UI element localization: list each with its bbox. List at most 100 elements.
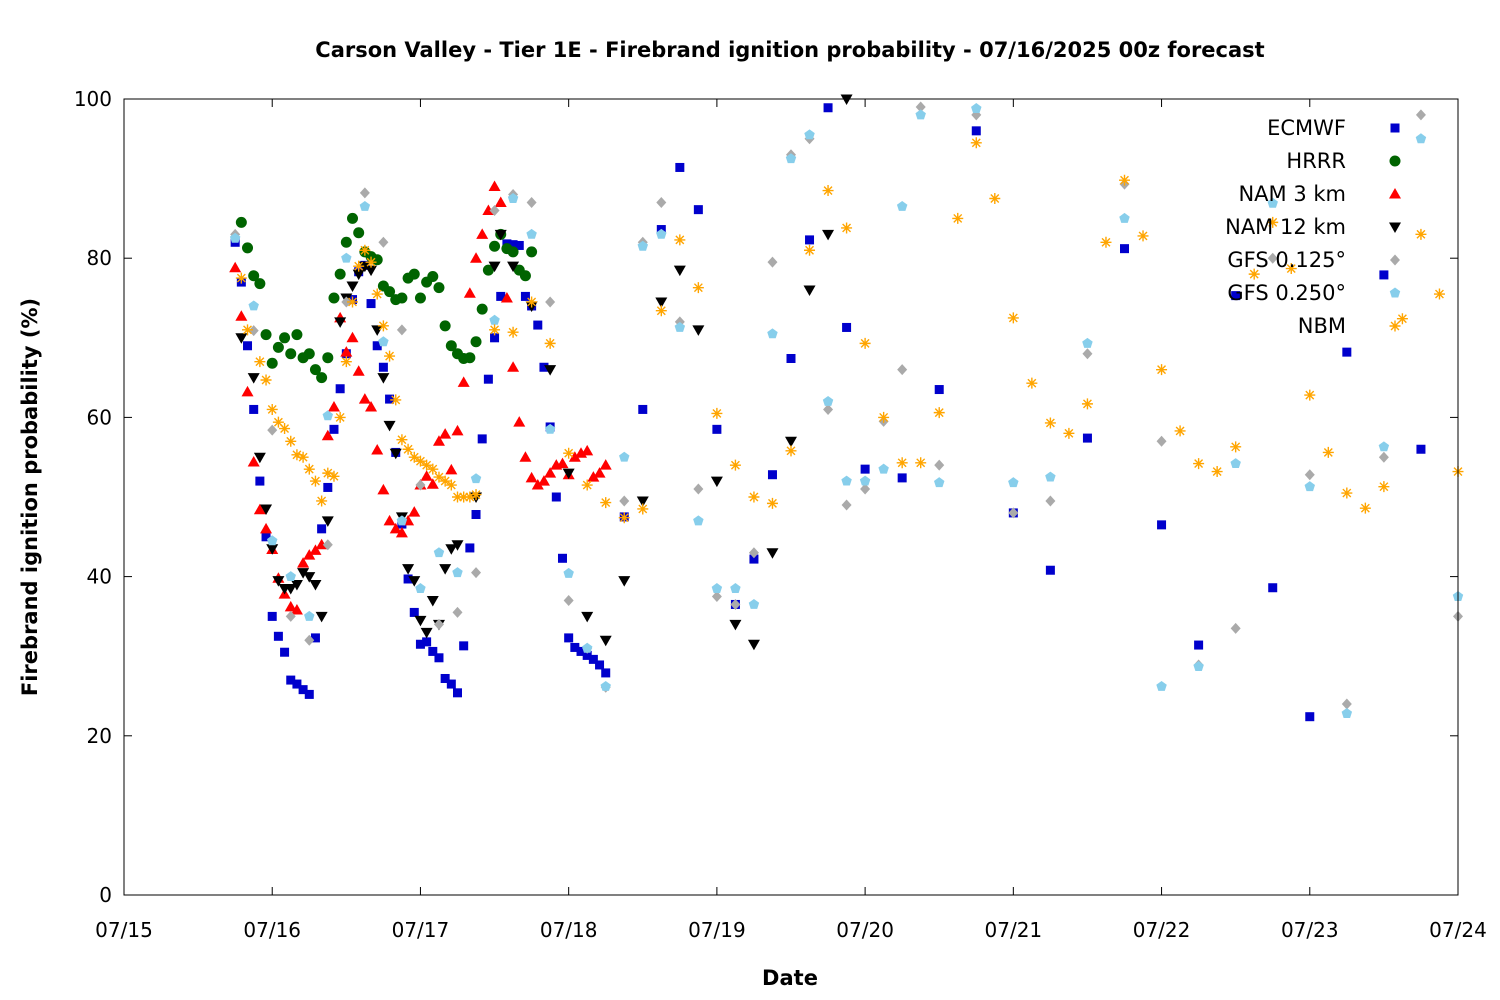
data-point [434,653,444,663]
y-tick-label: 0 [99,883,112,907]
data-point [346,281,359,293]
data-point [1174,425,1186,437]
data-point [637,240,649,251]
data-point [323,482,333,492]
data-point [229,232,241,243]
data-point [805,235,815,245]
data-point [471,567,482,579]
data-point [841,222,853,234]
plot-frame [123,98,1459,896]
data-point [786,353,796,363]
data-point [409,607,419,617]
data-point [767,256,778,268]
data-point [1008,477,1019,488]
data-point [1230,441,1242,453]
legend-marker [1389,188,1401,199]
data-point [465,543,475,553]
y-axis-title: Firebrand ignition probability (%) [18,298,42,696]
legend-marker [1389,320,1401,332]
x-tick-label: 07/22 [1133,918,1191,942]
data-point [1007,312,1019,324]
data-point [544,423,556,434]
data-point [489,240,501,252]
data-point [446,679,456,689]
data-point [674,321,686,332]
x-tick-label: 07/23 [1281,918,1339,942]
data-point [859,475,871,486]
data-point [358,261,371,273]
data-point [581,444,594,456]
data-point [383,420,396,432]
data-point [285,610,296,622]
data-point [421,459,433,471]
data-point [859,337,871,349]
data-point [507,246,519,258]
data-point [253,452,266,464]
data-point [989,193,1001,204]
data-point [693,515,704,526]
data-point [1341,708,1353,718]
data-point [1248,268,1260,280]
data-point [328,292,340,304]
data-point [272,416,284,428]
data-point [235,333,248,344]
data-point [402,443,414,455]
data-point [297,568,310,579]
data-point [408,268,420,280]
data-point [531,479,544,490]
y-tick-label: 80 [87,246,112,270]
data-point [822,185,834,197]
data-point [389,522,402,534]
data-point [748,547,759,559]
data-point [655,305,667,317]
data-point [459,641,469,651]
data-point [563,447,575,459]
data-point [595,660,605,670]
data-point [971,126,981,136]
data-point [316,495,328,507]
legend: ECMWF HRRR NAM 3 km NAM 12 km GFS 0.125° GFS … [1225,116,1401,338]
data-point [297,557,310,568]
data-point [656,196,667,208]
data-point [359,244,371,256]
data-point [971,103,982,113]
data-point [285,571,296,582]
data-point [1304,389,1316,401]
data-point [389,448,402,460]
data-point [599,459,612,470]
data-point [353,227,365,239]
data-point [496,291,506,301]
data-point [390,394,402,406]
data-point [507,361,520,372]
data-point [470,252,483,263]
data-point [693,483,704,495]
data-point [526,196,537,208]
axis-ticks: 07/15 07/16 07/17 07/18 07/19 07/20 07/21 07/22… [74,87,1487,942]
data-point [422,637,432,647]
data-point [519,270,531,282]
data-point [766,548,779,559]
data-point [396,292,408,304]
data-point [291,449,303,461]
data-point [329,424,339,434]
data-point [1045,495,1056,507]
data-point [1193,458,1205,470]
data-point [440,673,450,683]
data-point [618,512,630,524]
data-point [915,109,926,120]
data-point [599,635,612,647]
legend-marker [1389,155,1401,167]
data-point [1267,197,1278,208]
data-point [489,324,501,336]
data-point [284,584,297,595]
data-point [1082,433,1092,443]
data-point [247,455,260,467]
data-point [396,515,408,526]
data-point [241,385,254,397]
data-point [322,539,333,551]
data-point [285,348,297,360]
data-point [562,468,575,480]
data-point [1193,661,1204,671]
data-point [372,341,382,351]
data-point [273,631,283,641]
